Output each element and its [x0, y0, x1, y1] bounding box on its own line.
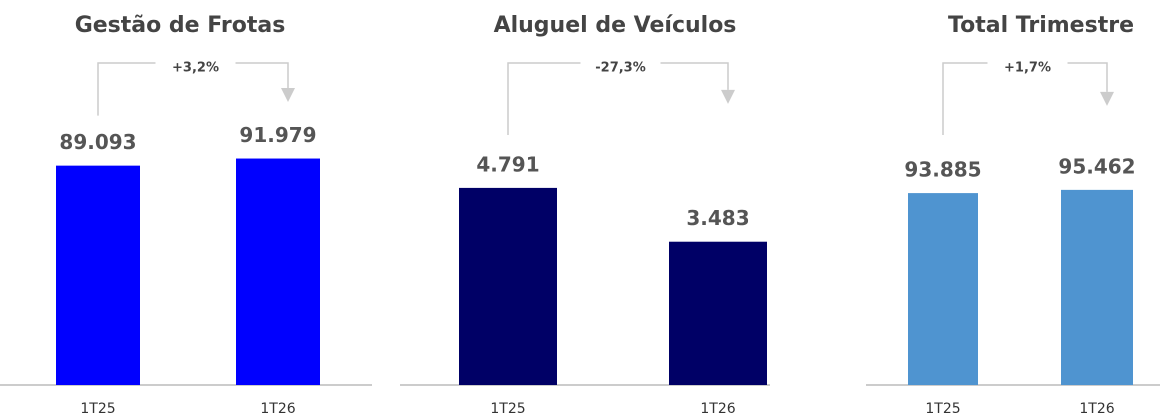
value-label: 4.791: [476, 152, 539, 176]
chart-title: Gestão de Frotas: [75, 13, 286, 38]
bar: [669, 241, 767, 385]
chart-title: Aluguel de Veículos: [494, 13, 737, 38]
change-annotation: +1,7%: [1004, 61, 1051, 76]
change-annotation: +3,2%: [172, 61, 219, 76]
arrow-head: [721, 89, 735, 104]
bar: [1061, 189, 1133, 385]
value-label: 89.093: [59, 130, 136, 154]
x-tick-label: 1T25: [80, 401, 115, 417]
x-tick-label: 1T25: [925, 401, 960, 417]
bracket-left: [507, 62, 581, 135]
bar: [56, 165, 140, 385]
bracket-left: [942, 62, 988, 135]
arrow-head: [1100, 91, 1114, 106]
bracket-right: [235, 62, 289, 88]
bar: [908, 193, 978, 385]
bracket-right: [660, 62, 729, 90]
value-label: 93.885: [904, 158, 981, 182]
arrow-head: [281, 88, 295, 102]
x-tick-label: 1T26: [260, 401, 295, 417]
value-label: 95.462: [1058, 154, 1135, 178]
bar: [459, 187, 557, 385]
change-annotation: -27,3%: [595, 61, 646, 76]
x-tick-label: 1T25: [490, 401, 525, 417]
x-tick-label: 1T26: [1079, 401, 1114, 417]
x-tick-label: 1T26: [700, 401, 735, 417]
value-label: 91.979: [239, 123, 316, 147]
chart-title: Total Trimestre: [948, 13, 1134, 38]
bracket-right: [1067, 62, 1108, 92]
value-label: 3.483: [686, 206, 749, 230]
bracket-left: [97, 62, 156, 116]
bar: [236, 158, 320, 385]
